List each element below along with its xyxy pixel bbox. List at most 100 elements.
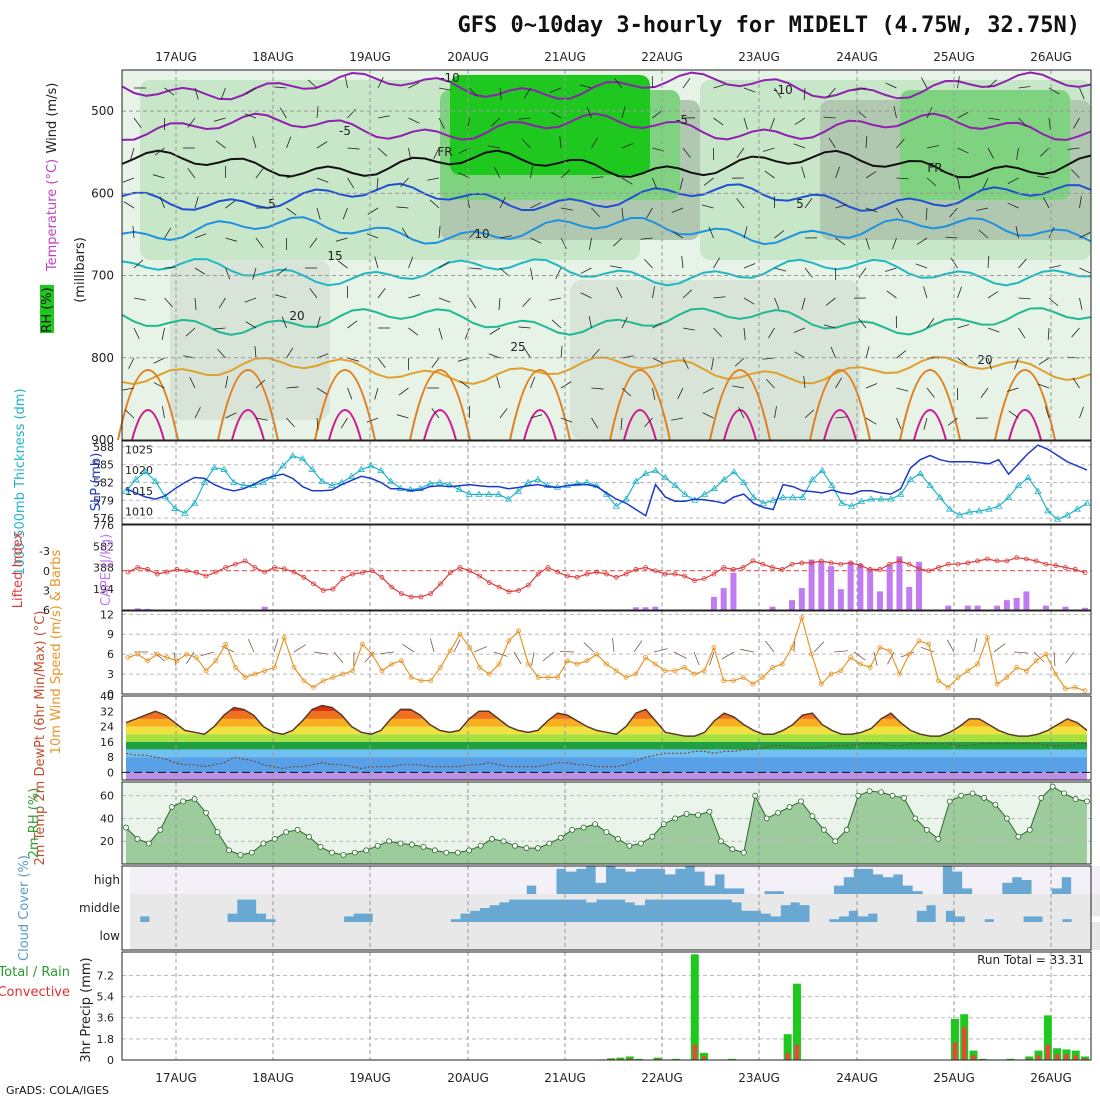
- cloud-cell-low: [318, 922, 329, 950]
- lifted-point: [916, 566, 922, 572]
- wind-barb: [408, 327, 419, 336]
- cloud-cell-low: [635, 922, 646, 950]
- thickness-point: [494, 490, 503, 497]
- rh2m-point: [271, 836, 278, 842]
- cloud-cell-middle: [372, 894, 383, 922]
- wind-barb: [957, 357, 968, 366]
- wind-barb: [945, 236, 958, 239]
- wind10-point: [701, 668, 707, 674]
- temp-band: [126, 749, 1087, 758]
- thickness-point: [671, 481, 679, 488]
- wind-barb: [427, 177, 440, 181]
- cloud-cell-high: [664, 866, 676, 875]
- cloud-cell-low: [268, 922, 280, 950]
- wind-barb: [621, 143, 634, 149]
- wind-barb: [896, 207, 904, 219]
- wind-barb: [681, 256, 684, 269]
- thickness-point: [171, 504, 179, 511]
- rh-low-band: [170, 260, 330, 420]
- cloud-cell-high: [833, 866, 844, 886]
- wind-barb: [987, 117, 1000, 121]
- wind-barb: [1067, 147, 1080, 150]
- wind10-point: [428, 678, 434, 684]
- wind-barb: [213, 117, 226, 122]
- cloud-cell-low: [189, 922, 200, 950]
- cloud-cell-low: [684, 922, 696, 950]
- rh2m-point: [729, 846, 736, 853]
- wind-barb: [225, 267, 231, 280]
- cloud-cell-low: [1081, 922, 1092, 950]
- wind10-point: [838, 668, 844, 674]
- precip-bar: [690, 954, 699, 1060]
- wind-barb: [530, 376, 536, 389]
- wind-barb: [921, 77, 928, 89]
- wind-barb: [408, 117, 420, 124]
- lifted-point: [818, 558, 824, 564]
- cloud-cell-middle: [460, 894, 471, 914]
- convective-bar: [655, 1058, 660, 1060]
- cloud-cell-low: [229, 922, 240, 950]
- wind-barb: [896, 177, 909, 180]
- thickness-point: [730, 468, 738, 475]
- wind-barb: [865, 207, 878, 213]
- precip-tick: 5.4: [97, 991, 115, 1004]
- wind-barb: [823, 116, 836, 119]
- date-label-top: 20AUG: [447, 50, 489, 64]
- wind-barb: [713, 117, 724, 126]
- rh2m-point: [1061, 790, 1068, 797]
- wind-barb: [828, 137, 836, 149]
- wind10-point: [1024, 668, 1029, 674]
- thickness-point: [210, 463, 218, 471]
- cloud-cell-middle: [955, 894, 966, 917]
- cloud-cell-low: [991, 922, 1003, 950]
- wind-barb: [980, 387, 989, 398]
- cape-bar: [1082, 607, 1088, 610]
- rh2m-point: [672, 815, 679, 822]
- wind-barb: [1079, 196, 1082, 209]
- thickness-point: [769, 496, 777, 503]
- cloud-cell-low: [466, 922, 478, 950]
- cloud-cell-high: [506, 866, 517, 894]
- cloud-cell-low: [476, 922, 488, 950]
- cloud-cell-middle: [557, 894, 568, 900]
- wind-tick: 3: [107, 668, 114, 681]
- wind-barb: [743, 297, 755, 305]
- lifted-point: [408, 594, 414, 600]
- cloud-cell-low: [833, 922, 844, 950]
- wind10-point: [379, 668, 385, 674]
- wind-barb: [560, 207, 573, 211]
- wind-tick: 9: [107, 628, 114, 641]
- rh2m-point: [386, 838, 393, 845]
- wind-barb: [702, 387, 714, 394]
- cloud-cell-high: [1041, 866, 1052, 894]
- thickness-point: [367, 462, 375, 469]
- lifted-point: [994, 558, 1000, 564]
- wind-barb: [804, 409, 815, 419]
- lifted-point: [496, 584, 502, 590]
- contour-label: -5: [339, 124, 351, 138]
- wind-barb: [1018, 86, 1031, 89]
- wind-barb: [523, 347, 531, 359]
- thickness-point: [1083, 499, 1091, 506]
- cloud-cell-high: [1011, 866, 1023, 878]
- cloud-cell-low: [655, 922, 666, 950]
- cloud-cell-low: [278, 922, 290, 950]
- cloud-cell-middle: [887, 894, 898, 922]
- wind-barb: [713, 257, 721, 269]
- wind-barb: [307, 79, 318, 89]
- contour-label: 25: [510, 340, 525, 354]
- wind10-barb: [333, 651, 344, 663]
- wind-barb: [286, 136, 292, 149]
- date-label-bottom: 19AUG: [349, 1071, 391, 1085]
- thickness-point: [1034, 487, 1042, 494]
- wind-barb: [774, 406, 777, 419]
- wind10-point: [223, 641, 229, 647]
- lifted-point: [506, 589, 512, 595]
- wind-barb: [915, 263, 928, 269]
- wind-barb: [702, 412, 714, 419]
- precip-tick: 7.2: [97, 969, 115, 982]
- cloud-cell-middle: [256, 894, 267, 914]
- lifted-point: [897, 558, 902, 564]
- wind-barb: [621, 106, 626, 119]
